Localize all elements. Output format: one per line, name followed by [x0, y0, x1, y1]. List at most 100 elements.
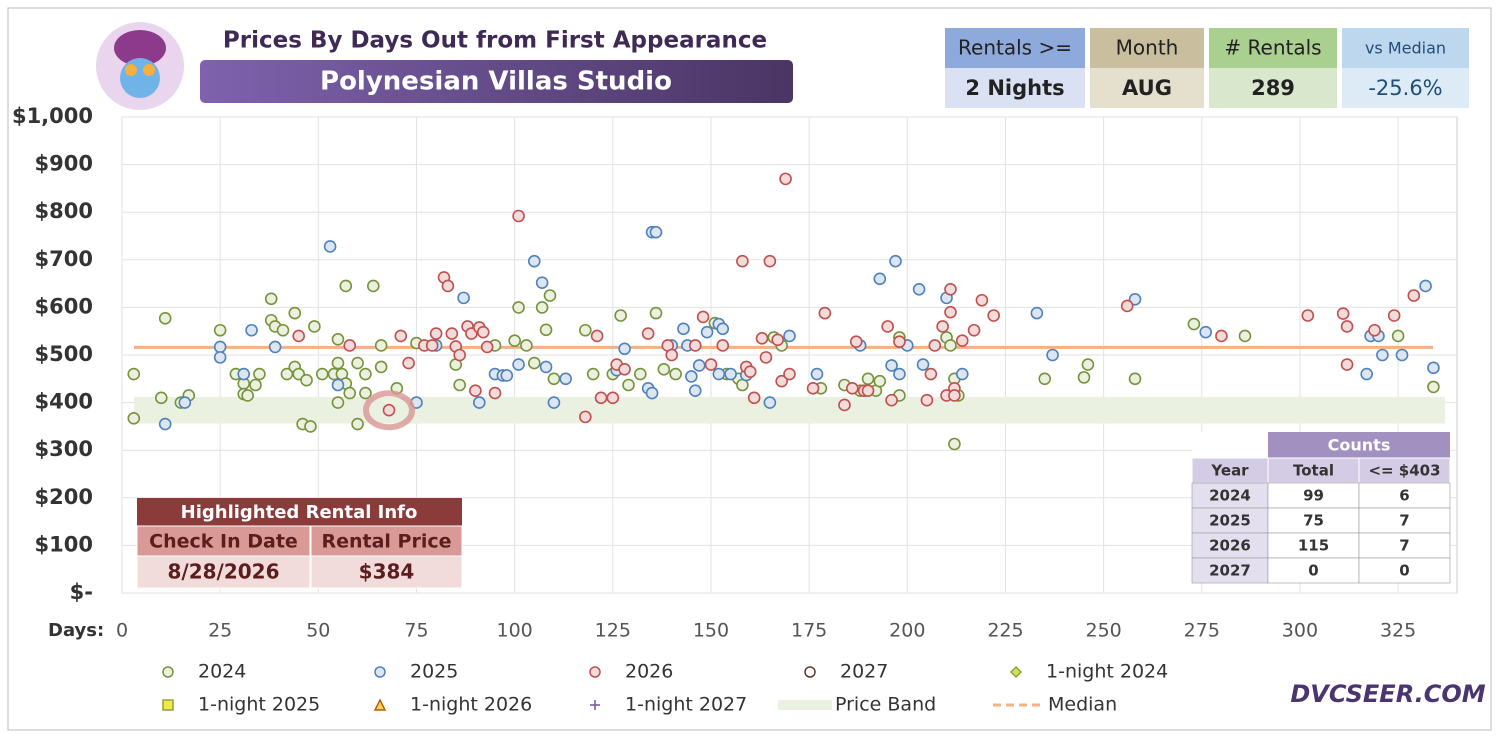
info-label: Month: [1116, 36, 1179, 60]
legend-marker: [373, 698, 387, 711]
point: [763, 396, 777, 409]
point: [237, 367, 251, 381]
point: [783, 329, 796, 343]
hl-head-bg: [136, 525, 311, 557]
point: [692, 359, 706, 372]
point: [543, 289, 557, 302]
point: [889, 254, 902, 268]
point: [453, 378, 466, 392]
counts-cell-bg: [1358, 532, 1451, 559]
point: [1301, 309, 1315, 322]
point: [323, 240, 337, 253]
hl-title-bg: [137, 498, 462, 526]
point: [688, 384, 702, 398]
counts-head-bg: [1358, 457, 1451, 484]
point: [861, 372, 875, 386]
hl-header: Check In Date: [149, 531, 298, 553]
glasses: [125, 64, 137, 76]
point: [457, 291, 470, 305]
point: [213, 323, 227, 337]
counts-cell: 2024: [1209, 487, 1251, 505]
point: [916, 358, 930, 371]
y-tick-label: $300: [35, 437, 93, 461]
hl-val-bg: [136, 555, 311, 589]
point: [881, 320, 894, 333]
point: [755, 332, 769, 345]
hl-header: Rental Price: [321, 531, 451, 553]
point: [520, 339, 533, 352]
point: [618, 342, 631, 356]
point: [315, 367, 329, 381]
point: [649, 225, 663, 239]
subtitle-bar: [200, 60, 793, 103]
legend-marker: [804, 666, 816, 678]
counts-cell-bg: [1267, 532, 1360, 559]
info-value-bg: [945, 68, 1085, 108]
point: [586, 367, 600, 381]
legend-marker: [589, 666, 601, 678]
point: [559, 372, 572, 386]
counts-cell-bg: [1358, 507, 1451, 534]
point: [1340, 320, 1354, 333]
counts-head-bg: [1191, 457, 1269, 484]
point: [304, 420, 317, 433]
counts-cell: 7: [1399, 537, 1409, 555]
point: [512, 301, 525, 314]
point: [480, 340, 494, 354]
point: [476, 325, 490, 339]
counts-title-bg: [1268, 432, 1450, 458]
point: [936, 320, 949, 333]
x-tick-label: 150: [693, 620, 729, 642]
legend-band: [778, 700, 832, 710]
point: [158, 417, 172, 431]
counts-cell-bg: [1191, 557, 1269, 584]
x-tick-label: 325: [1380, 620, 1416, 642]
point: [343, 339, 357, 352]
point: [955, 334, 969, 348]
point: [1238, 329, 1252, 343]
hl-head-bg: [310, 525, 463, 557]
point: [1187, 317, 1201, 331]
point: [622, 378, 635, 392]
x-tick-label: 250: [1085, 620, 1121, 642]
point: [1199, 325, 1213, 339]
point: [1376, 348, 1389, 362]
counts-cell: 0: [1308, 562, 1318, 580]
point: [944, 283, 957, 296]
y-tick-label: $1,000: [12, 104, 93, 128]
point: [213, 351, 227, 364]
hl-value: 8/28/2026: [167, 560, 279, 584]
point: [614, 309, 627, 322]
legend-label: Price Band: [835, 694, 936, 716]
point: [359, 367, 372, 381]
point: [669, 367, 682, 381]
point: [1368, 323, 1381, 337]
info-head-bg: [1342, 28, 1469, 68]
point: [441, 279, 455, 293]
point: [657, 362, 671, 376]
point: [331, 396, 345, 409]
y-tick-label: $800: [35, 199, 93, 223]
point: [606, 391, 620, 405]
point: [747, 391, 761, 405]
counts-cell-bg: [1191, 532, 1269, 559]
point: [975, 293, 989, 307]
x-tick-label: 0: [116, 620, 128, 642]
point: [1391, 329, 1405, 343]
point: [920, 393, 934, 407]
highlight-ring: [363, 390, 415, 431]
point: [445, 327, 459, 340]
point: [382, 403, 396, 417]
counts-cell: 0: [1399, 562, 1409, 580]
x-tick-label: 125: [595, 620, 631, 642]
counts-cell: 7: [1399, 512, 1409, 530]
point: [343, 386, 357, 400]
point: [351, 356, 364, 370]
point: [1360, 367, 1373, 381]
legend-marker: [162, 699, 174, 711]
counts-cell: 6: [1399, 487, 1409, 505]
point: [547, 372, 561, 386]
counts-cell: 2025: [1209, 512, 1251, 530]
counts-cell-bg: [1267, 482, 1360, 509]
point: [1077, 371, 1091, 384]
